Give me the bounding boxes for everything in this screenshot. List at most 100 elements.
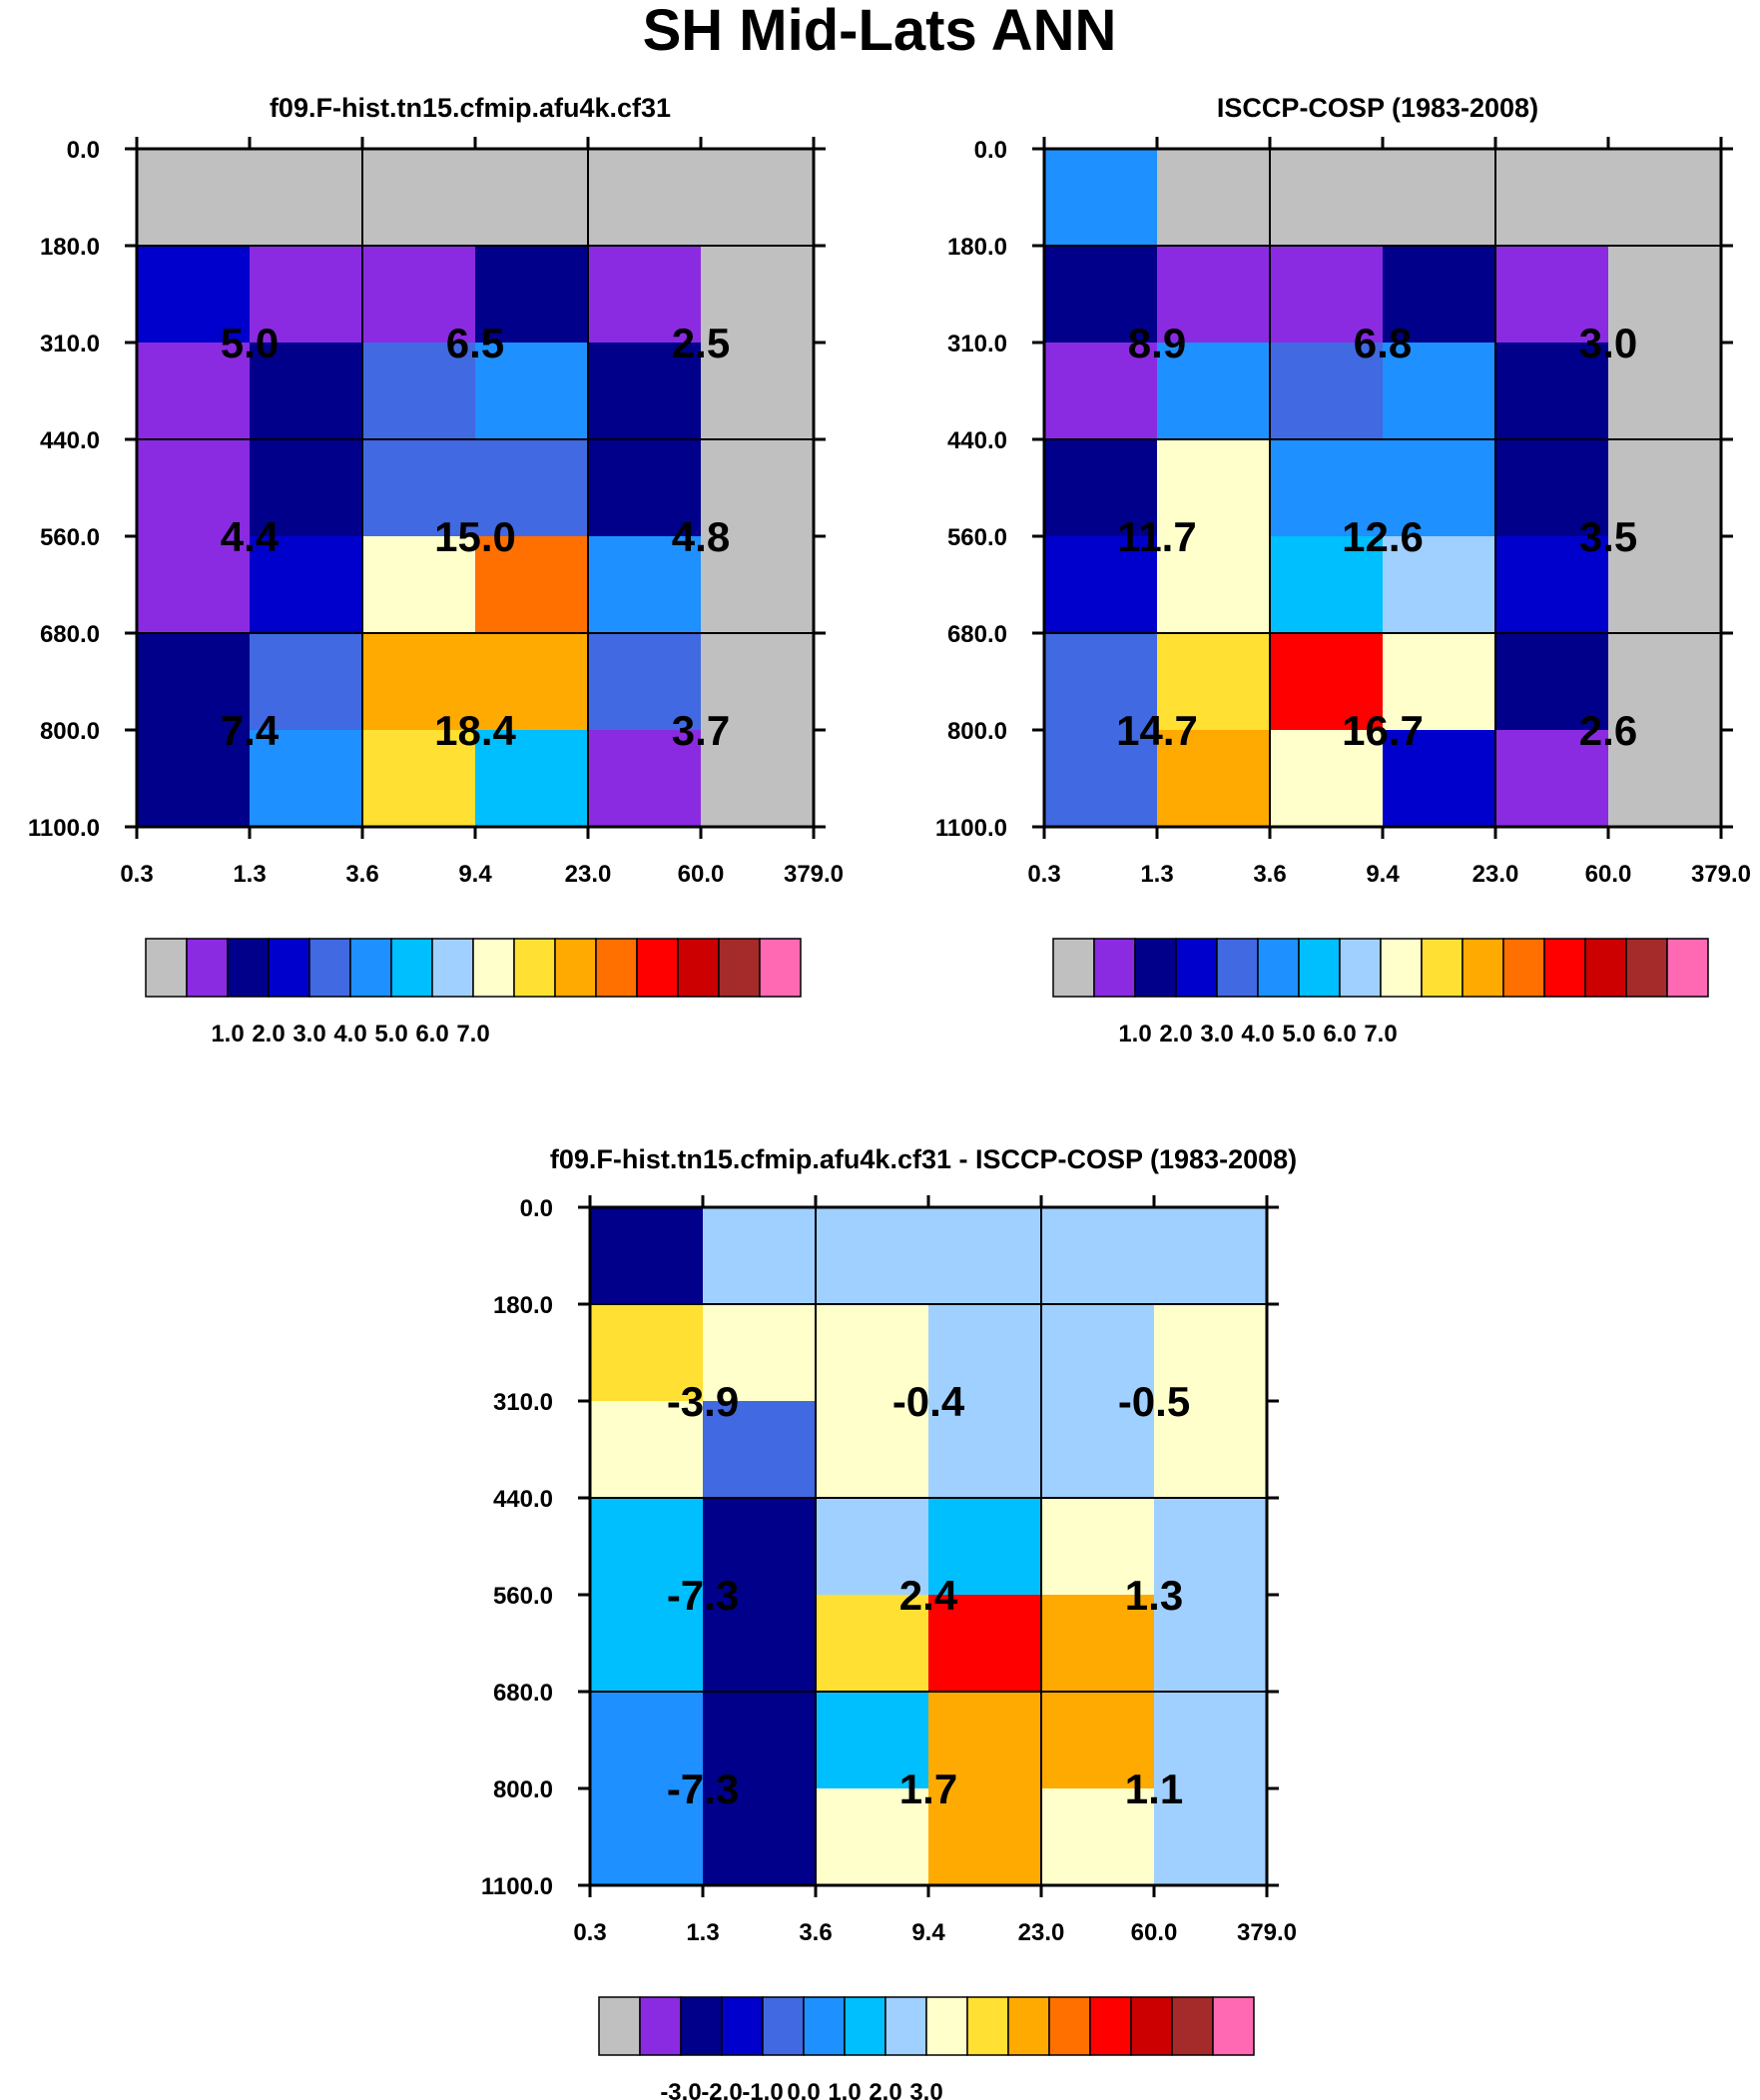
panel-title: f09.F-hist.tn15.cfmip.afu4k.cf31 <box>270 93 671 123</box>
heatmap-cell <box>588 633 702 731</box>
colorbar-swatch <box>268 938 310 998</box>
colorbar-label: 4.0 <box>333 1021 366 1048</box>
colorbar-swatch <box>227 938 270 998</box>
colorbar-swatch <box>186 938 229 998</box>
colorbar-swatch <box>718 938 761 998</box>
heatmap-cell <box>1608 246 1722 344</box>
x-tick-label: 379.0 <box>1691 861 1751 888</box>
heatmap-cell <box>1495 246 1609 344</box>
x-tick-label: 0.3 <box>120 861 153 888</box>
colorbar-swatch <box>1171 1996 1214 2056</box>
heatmap-cell <box>1383 343 1496 440</box>
heatmap-cell <box>362 439 476 537</box>
y-tick-label: 800.0 <box>493 1776 553 1803</box>
group-value-label: 18.4 <box>434 707 516 754</box>
heatmap-cell <box>703 1401 817 1499</box>
heatmap-cell <box>1495 343 1609 440</box>
group-value-label: -0.5 <box>1118 1378 1190 1425</box>
heatmap-cell <box>1044 536 1158 634</box>
x-tick-label: 60.0 <box>678 861 725 888</box>
colorbar-swatch <box>1543 938 1586 998</box>
colorbar-swatch <box>677 938 720 998</box>
heatmap-cell <box>1041 1595 1155 1693</box>
colorbar: 1.0 2.0 3.0 4.0 5.0 6.0 7.0 <box>145 938 802 1048</box>
y-tick-label: 680.0 <box>40 621 100 648</box>
colorbar-swatch <box>145 938 188 998</box>
heatmap-cell <box>816 1207 929 1305</box>
heatmap-cell <box>1041 1207 1155 1305</box>
heatmap-panel-3: f09.F-hist.tn15.cfmip.afu4k.cf31 - ISCCP… <box>481 1144 1297 2100</box>
heatmap-cell <box>1041 1788 1155 1886</box>
colorbar-swatch <box>598 1996 641 2056</box>
heatmap-cell <box>1157 730 1271 828</box>
heatmap-cell <box>250 246 363 344</box>
colorbar-swatch <box>759 938 802 998</box>
heatmap-cell <box>475 439 589 537</box>
heatmap-cell <box>590 1207 704 1305</box>
x-tick-label: 0.3 <box>573 1919 606 1946</box>
y-tick-label: 1100.0 <box>935 815 1007 842</box>
colorbar-label: 2.0 <box>1159 1021 1192 1048</box>
colorbar-swatch <box>1048 1996 1091 2056</box>
heatmap-cell <box>1383 149 1496 247</box>
heatmap-cell <box>137 439 251 537</box>
y-tick-label: 180.0 <box>493 1292 553 1319</box>
colorbar-swatch <box>308 938 351 998</box>
colorbar-label: 1.0 <box>828 2079 861 2100</box>
x-tick-label: 3.6 <box>799 1919 832 1946</box>
heatmap-panel-1: f09.F-hist.tn15.cfmip.afu4k.cf31 0.0 180.0… <box>28 93 844 1048</box>
heatmap-cell <box>1154 1788 1268 1886</box>
heatmap-cell <box>703 1207 817 1305</box>
heatmap-cell <box>475 633 589 731</box>
heatmap-cell <box>928 1692 1042 1789</box>
heatmap-cell <box>1608 730 1722 828</box>
colorbar: 1.0 2.0 3.0 4.0 5.0 6.0 7.0 <box>1052 938 1709 1048</box>
heatmap-cell <box>1270 633 1384 731</box>
group-value-label: 3.7 <box>672 707 730 754</box>
heatmap-cell <box>701 439 815 537</box>
heatmap-cell <box>816 1595 929 1693</box>
heatmap-cell <box>1044 730 1158 828</box>
heatmap-cell <box>1383 536 1496 634</box>
group-value-label: 12.6 <box>1342 513 1424 560</box>
heatmap-cell <box>137 246 251 344</box>
group-value-label: 3.5 <box>1579 513 1637 560</box>
x-tick-label: 0.3 <box>1027 861 1060 888</box>
y-tick-label: 800.0 <box>40 718 100 745</box>
group-value-label: 4.4 <box>221 513 280 560</box>
colorbar-label: 5.0 <box>374 1021 407 1048</box>
heatmap-cell <box>928 1498 1042 1596</box>
y-tick-label: 440.0 <box>40 427 100 454</box>
group-value-label: 2.5 <box>672 320 730 366</box>
heatmap-cell <box>588 343 702 440</box>
group-value-label: 15.0 <box>434 513 516 560</box>
heatmap-cell <box>590 1498 704 1596</box>
heatmap-cell <box>703 1788 817 1886</box>
x-tick-label: 9.4 <box>1366 861 1400 888</box>
group-value-label: 3.0 <box>1579 320 1637 366</box>
colorbar-swatch <box>884 1996 927 2056</box>
colorbar-swatch <box>803 1996 846 2056</box>
y-tick-label: 1100.0 <box>481 1873 553 1900</box>
colorbar-swatch <box>1502 938 1545 998</box>
colorbar-label: 3.0 <box>293 1021 325 1048</box>
y-tick-label: 560.0 <box>40 524 100 551</box>
colorbar-label: -3.0 <box>660 2079 701 2100</box>
heatmap-cell <box>588 730 702 828</box>
heatmap-cell <box>362 246 476 344</box>
colorbar-swatch <box>1093 938 1136 998</box>
heatmap-cell <box>1608 439 1722 537</box>
colorbar-swatch <box>1130 1996 1173 2056</box>
heatmap-cell <box>1270 149 1384 247</box>
heatmap-cell <box>1270 730 1384 828</box>
heatmap-cell <box>1157 246 1271 344</box>
heatmap-cell <box>590 1595 704 1693</box>
colorbar-swatch <box>595 938 638 998</box>
heatmap-cell <box>1270 536 1384 634</box>
colorbar-label: -2.0 <box>701 2079 742 2100</box>
heatmap-cell <box>475 536 589 634</box>
heatmap-cell <box>701 343 815 440</box>
heatmap-cell <box>703 1692 817 1789</box>
colorbar-label: 7.0 <box>456 1021 489 1048</box>
heatmap-cell <box>703 1304 817 1402</box>
